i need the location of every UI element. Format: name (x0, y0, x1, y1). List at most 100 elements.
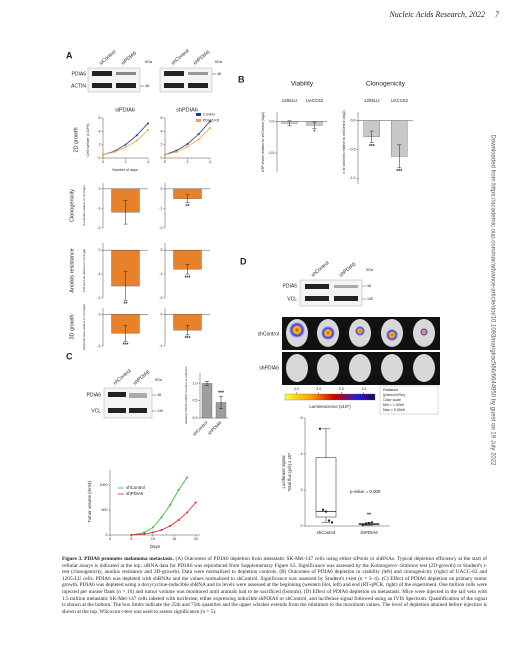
point (186, 145, 189, 148)
y-tick-label: 0 (99, 156, 101, 160)
point (147, 129, 149, 131)
x-tick-label: 4 (209, 160, 211, 164)
point (177, 519, 180, 521)
row-label: ACTIN (71, 83, 86, 89)
axis-label: Total flux (p/s) x 10⁸ (287, 453, 292, 492)
legend-label: Control (203, 112, 215, 116)
error-bar (185, 194, 190, 203)
blot (299, 279, 363, 307)
growth-line (102, 129, 149, 156)
y-tick-label: 0 (161, 187, 163, 191)
error-bar (287, 120, 292, 127)
lane-label: siPDIA6 (120, 50, 138, 66)
blot (87, 67, 213, 93)
y-tick-label: 0 (106, 533, 108, 537)
significance: *** (123, 343, 129, 349)
point (209, 127, 211, 129)
point (124, 146, 127, 149)
legend-label: shControl (126, 485, 145, 490)
mouse-images (282, 317, 440, 385)
point (151, 526, 154, 529)
error-bar (312, 121, 317, 129)
significance: ** (367, 512, 371, 518)
x-tick-label: 15 (172, 537, 176, 541)
marker-label: 48 (367, 284, 371, 288)
y-tick-label: 6 (161, 116, 163, 120)
y-tick-label: 0 (99, 312, 101, 316)
axis-label: Cell survival relative to ctrl (log2) (82, 249, 86, 292)
point (169, 504, 171, 506)
x-tick-label: 10 (151, 537, 155, 541)
point (143, 533, 146, 535)
colorbar-legend: Color scale (383, 398, 401, 402)
blot-band (129, 393, 147, 398)
y-tick-label: 0 (161, 248, 163, 252)
marker-label: 135 (367, 297, 373, 301)
download-note: Downloaded from https://academic.oup.com… (489, 135, 495, 467)
y-tick-label: 1000 (100, 483, 108, 487)
point (186, 143, 189, 145)
y-tick-label: 2 (99, 143, 101, 147)
row-label: PDIA6 (72, 71, 87, 77)
y-tick-label: 0.0 (270, 119, 275, 123)
colorbar-tick: 1.0 (361, 387, 366, 391)
lane-label: siControl (98, 49, 117, 66)
axis-label: Spheroid area relative to ctrl (log2) (82, 304, 86, 350)
y-tick-label: 0 (161, 312, 163, 316)
point (361, 523, 365, 527)
marker-label: 130 (157, 409, 163, 413)
x-tick-label: 5 (130, 537, 132, 541)
colorbar-tick: 4.0 (294, 387, 299, 391)
caption-text: (A) Outcomes of PDIA6 depletion from met… (62, 556, 487, 615)
point (175, 151, 178, 153)
y-tick-label: 4 (301, 452, 303, 456)
point (321, 508, 325, 511)
x-tick-label: 0 (109, 537, 111, 541)
point (135, 139, 138, 142)
point (330, 521, 334, 524)
significance: *** (185, 275, 191, 281)
point (164, 153, 166, 156)
point (364, 523, 368, 526)
point (160, 516, 163, 519)
y-tick-label: -1 (97, 344, 100, 348)
point (194, 501, 197, 504)
caption: Figure 3. PDIA6 promotes melanoma metast… (62, 556, 487, 615)
row-label: Anoikis resistance (69, 248, 75, 292)
row-label: Clonogenicity (69, 189, 75, 222)
growth-line (164, 127, 211, 156)
x-tick-label: 20 (194, 537, 198, 541)
row-label: VCL (287, 296, 297, 302)
y-tick-label: -2 (97, 226, 100, 230)
y-tick-label: 2 (301, 488, 303, 492)
axis-label: Days (150, 544, 161, 549)
axis-label: Number of days (112, 168, 138, 172)
legend-swatch (196, 119, 201, 122)
category-label: shPDIA6 (360, 530, 378, 535)
blot-band (108, 408, 126, 413)
y-tick-label: 0 (301, 524, 303, 528)
axis-label: ATP levels relative to shControl (log2) (261, 112, 265, 172)
point (324, 510, 328, 513)
axis-label: Cell number (x 10^5) (86, 123, 90, 156)
point (186, 511, 189, 514)
error-bar (185, 264, 190, 275)
lane-label: shControl (170, 48, 190, 66)
y-tick-label: -2 (159, 296, 162, 300)
figure-marks: 2D growth Cell number (x 10^5) Number of d… (69, 81, 413, 549)
colorbar-label: Luminescence (x10⁶) (309, 404, 351, 409)
y-tick-label: -1 (97, 272, 100, 276)
y-tick-label: -1 (159, 272, 162, 276)
bar (201, 383, 213, 419)
colorbar-tick: 2.0 (339, 387, 344, 391)
marker-label: 48 (217, 72, 221, 76)
row-label: shPDIA6 (259, 365, 279, 371)
y-tick-label: 0 (161, 156, 163, 160)
journal: Nucleic Acids Research, 2022 (388, 10, 485, 19)
point (327, 519, 331, 522)
point (160, 529, 163, 531)
y-tick-label: -0.5 (349, 147, 355, 151)
y-tick-label: 0.5 (193, 399, 198, 403)
marker-label: 48 (145, 84, 149, 88)
